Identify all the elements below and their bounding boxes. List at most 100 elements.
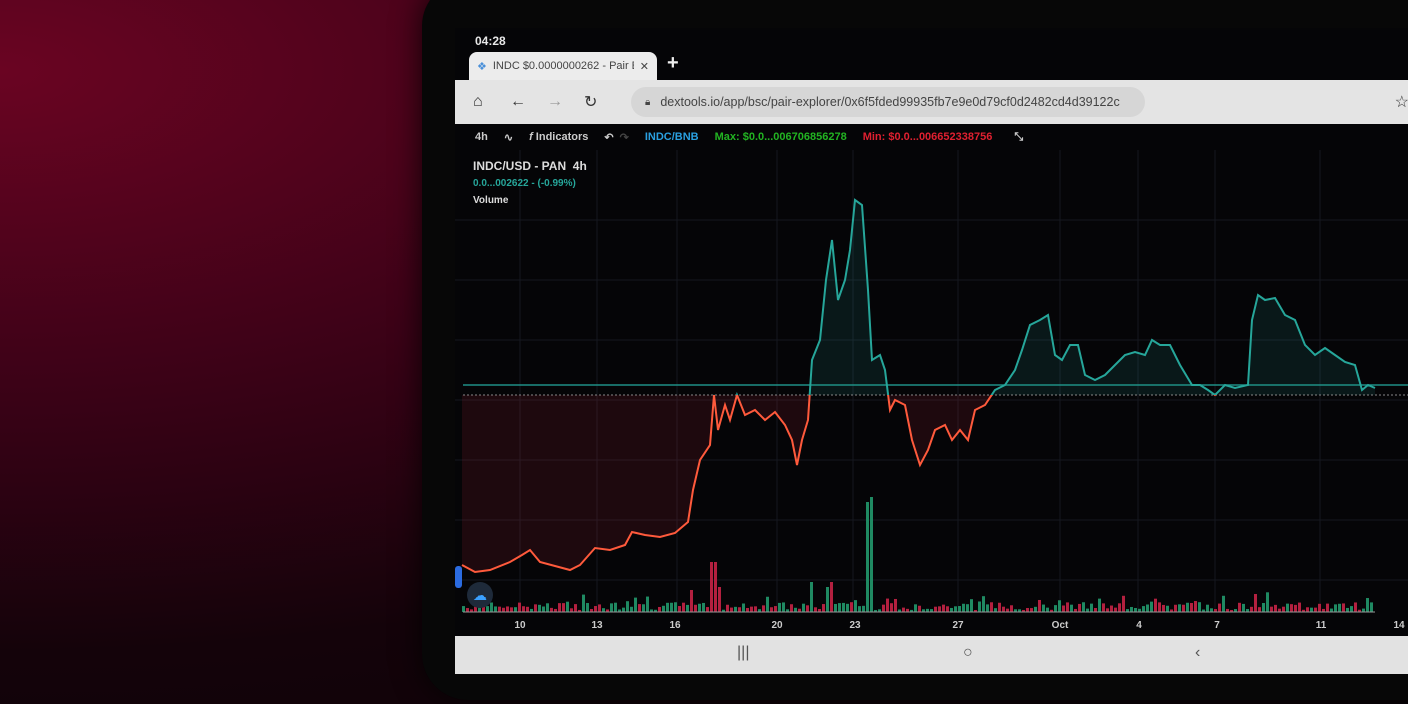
symbol-label: INDC/USD - PAN 4h <box>473 159 587 173</box>
volume-bar <box>674 602 677 612</box>
undo-icon[interactable]: ↶ <box>604 131 614 144</box>
volume-bar <box>1062 605 1065 612</box>
volume-bar <box>1350 606 1353 612</box>
time-axis: 10 13 16 20 23 27 Oct 4 7 11 14 <box>455 616 1408 636</box>
volume-bar <box>650 609 653 612</box>
volume-bar <box>470 609 473 612</box>
volume-bar <box>918 605 921 612</box>
cloud-icon[interactable]: ☁ <box>467 582 493 608</box>
volume-bar <box>978 601 981 612</box>
x-tick-label: 20 <box>771 620 783 631</box>
interval-button[interactable]: 4h <box>475 131 488 143</box>
volume-bar <box>1358 609 1361 612</box>
volume-bar <box>1274 604 1277 612</box>
volume-bar <box>658 606 661 612</box>
volume-bar <box>502 607 505 612</box>
fullscreen-icon[interactable]: ⤡ <box>1014 130 1024 143</box>
volume-bar <box>1322 608 1325 612</box>
volume-bar <box>678 606 681 612</box>
redo-icon[interactable]: ↷ <box>619 131 629 144</box>
volume-bar <box>970 599 973 612</box>
volume-bar <box>1130 606 1133 612</box>
volume-bar <box>842 602 845 612</box>
volume-bar <box>1038 599 1041 612</box>
volume-bar <box>1074 608 1077 612</box>
volume-bar <box>1082 602 1085 612</box>
volume-bar <box>850 602 853 612</box>
android-nav-bar: ||| ○ ‹ <box>455 636 1408 674</box>
new-tab-button[interactable]: + <box>667 52 679 74</box>
back-icon[interactable]: ← <box>510 93 526 110</box>
close-tab-icon[interactable]: ✕ <box>639 60 649 73</box>
indicators-button[interactable]: f Indicators <box>529 131 588 143</box>
chart-type-icon[interactable]: ∿ <box>503 131 514 144</box>
volume-bar <box>462 606 465 612</box>
down-area <box>462 395 1375 572</box>
volume-bar <box>1014 609 1017 612</box>
volume-bar <box>726 604 729 612</box>
volume-bar <box>858 606 861 612</box>
chart-legend: INDC/USD - PAN 4h 0.0...002622 - (-0.99%… <box>473 158 587 209</box>
recents-icon[interactable]: ||| <box>737 644 750 661</box>
x-tick-label: 13 <box>591 620 603 631</box>
volume-bar <box>1238 602 1241 612</box>
reload-icon[interactable]: ↻ <box>584 94 598 111</box>
volume-bar <box>1114 607 1117 612</box>
volume-bar <box>834 603 837 612</box>
volume-bar <box>614 602 617 612</box>
volume-bar <box>1034 606 1037 612</box>
function-icon: f <box>529 131 533 143</box>
volume-bar <box>1098 598 1101 612</box>
max-price: Max: $0.0...006706856278 <box>714 131 847 143</box>
volume-bar <box>718 587 721 612</box>
volume-bar <box>594 606 597 612</box>
volume-bar <box>814 607 817 612</box>
volume-bar <box>654 609 657 612</box>
volume-bar <box>710 562 713 612</box>
volume-bar <box>642 604 645 612</box>
home-icon[interactable]: ⌂ <box>473 93 483 110</box>
volume-bar <box>1178 604 1181 612</box>
drag-handle[interactable] <box>455 566 462 588</box>
volume-bar <box>1330 608 1333 612</box>
volume-bar <box>954 606 957 612</box>
chart-toolbar: 4h ∿ f Indicators ↶ ↷ INDC/BNB Max: $0.0… <box>455 124 1408 150</box>
volume-bar <box>1298 602 1301 612</box>
url-input[interactable]: 🔒︎ dextools.io/app/bsc/pair-explorer/0x6… <box>631 87 1145 117</box>
volume-bar <box>610 603 613 612</box>
volume-bar <box>1158 602 1161 612</box>
volume-bar <box>598 604 601 612</box>
volume-bar <box>1086 608 1089 612</box>
volume-bar <box>1214 609 1217 612</box>
volume-bar <box>974 609 977 612</box>
volume-bar <box>534 604 537 612</box>
dextools-favicon-icon: ❖ <box>477 60 487 73</box>
volume-bar <box>1306 607 1309 612</box>
lock-icon: 🔒︎ <box>645 96 651 108</box>
volume-bar <box>1054 605 1057 612</box>
volume-bar <box>1090 603 1093 612</box>
volume-bar <box>498 606 501 612</box>
back-nav-icon[interactable]: ‹ <box>1195 644 1201 661</box>
volume-bar <box>566 601 569 612</box>
volume-bar <box>666 602 669 612</box>
volume-bar <box>698 603 701 612</box>
star-icon[interactable]: ☆ <box>1394 94 1408 111</box>
volume-bar <box>662 605 665 612</box>
volume-bar <box>1278 608 1281 612</box>
volume-bar <box>538 604 541 612</box>
price-chart[interactable]: INDC/USD - PAN 4h 0.0...002622 - (-0.99%… <box>455 150 1408 636</box>
volume-bar <box>870 497 873 612</box>
browser-tab[interactable]: ❖ INDC $0.0000000262 - Pair E ✕ <box>469 52 657 80</box>
volume-bar <box>1166 605 1169 612</box>
volume-bar <box>1226 608 1229 612</box>
volume-bar <box>886 598 889 612</box>
pair-label[interactable]: INDC/BNB <box>644 131 699 143</box>
volume-bar <box>1198 602 1201 612</box>
volume-bar <box>1318 603 1321 612</box>
volume-bar <box>630 606 633 612</box>
volume-bar <box>1146 604 1149 612</box>
home-nav-icon[interactable]: ○ <box>963 644 973 661</box>
forward-icon[interactable]: → <box>547 93 563 110</box>
volume-bar <box>590 608 593 612</box>
